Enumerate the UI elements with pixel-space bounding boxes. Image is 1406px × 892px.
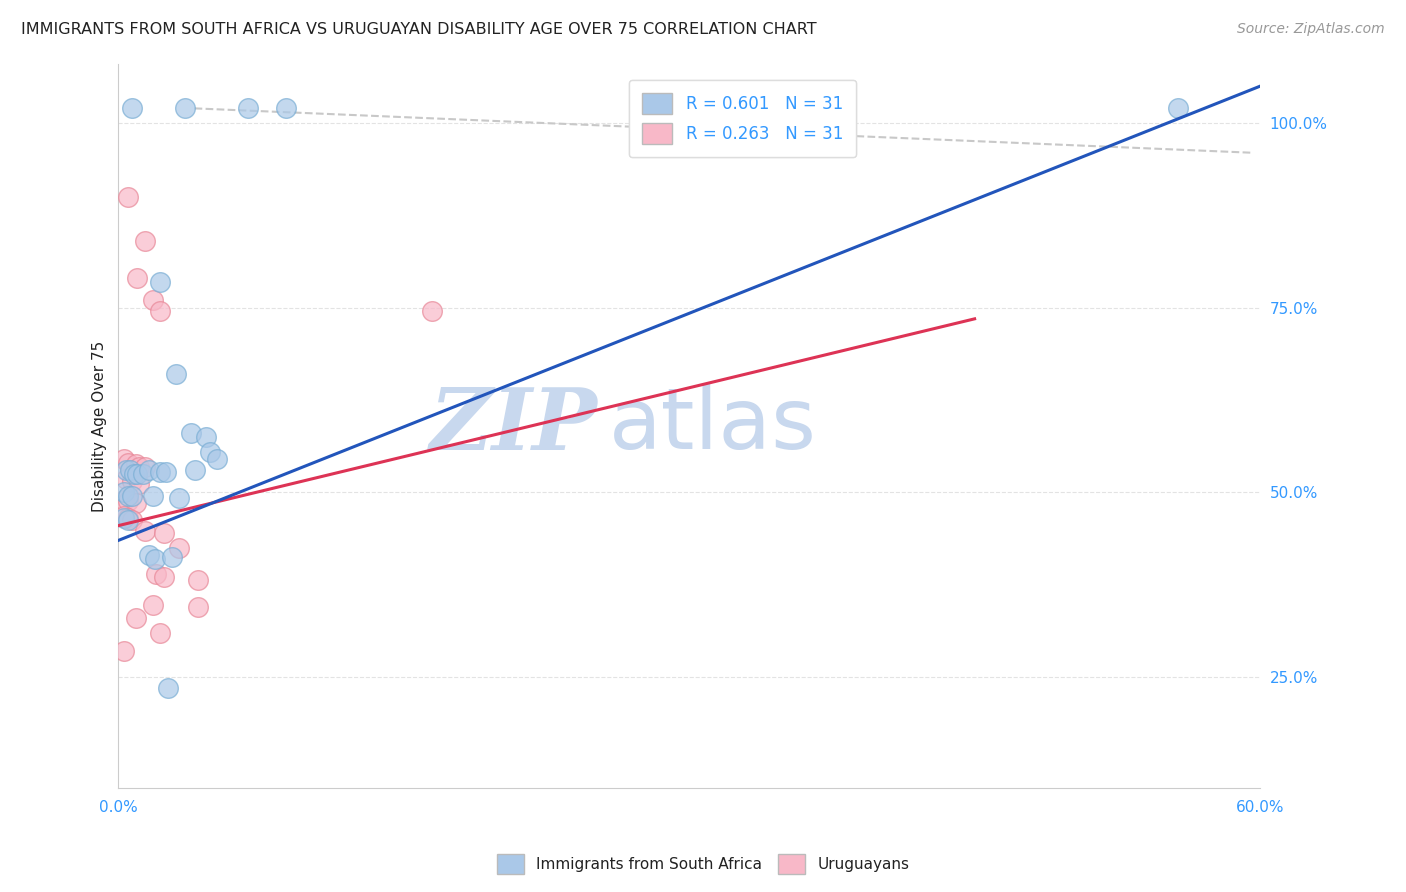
Point <box>138 463 160 477</box>
Point <box>115 463 138 477</box>
Point <box>117 456 139 470</box>
Point <box>160 550 183 565</box>
Text: Source: ZipAtlas.com: Source: ZipAtlas.com <box>1237 22 1385 37</box>
Text: IMMIGRANTS FROM SOUTH AFRICA VS URUGUAYAN DISABILITY AGE OVER 75 CORRELATION CHA: IMMIGRANTS FROM SOUTH AFRICA VS URUGUAYA… <box>21 22 817 37</box>
Point <box>156 681 179 695</box>
Point <box>112 511 135 525</box>
Point <box>149 625 172 640</box>
Point <box>207 452 229 467</box>
Point <box>124 496 146 510</box>
Point <box>112 452 135 467</box>
Point <box>274 101 297 115</box>
Point <box>143 551 166 566</box>
Point <box>121 475 143 489</box>
Point <box>187 599 209 614</box>
Point <box>118 463 141 477</box>
Point <box>117 513 139 527</box>
Point <box>183 463 205 477</box>
Point <box>149 275 172 289</box>
Point <box>153 526 176 541</box>
Point <box>112 492 135 507</box>
Point <box>127 271 149 285</box>
Point <box>138 548 160 562</box>
Y-axis label: Disability Age Over 75: Disability Age Over 75 <box>93 340 107 511</box>
Point <box>117 511 139 525</box>
Point <box>180 426 202 441</box>
Point <box>128 476 150 491</box>
Point <box>132 467 155 481</box>
Point <box>121 489 143 503</box>
Point <box>187 573 209 587</box>
Point <box>112 485 135 500</box>
Point <box>112 508 135 523</box>
Point <box>112 644 135 658</box>
Point <box>194 430 217 444</box>
Point <box>121 513 143 527</box>
Point <box>422 304 444 318</box>
Point <box>142 293 165 308</box>
Point <box>155 465 177 479</box>
Point <box>134 524 156 538</box>
Legend: Immigrants from South Africa, Uruguayans: Immigrants from South Africa, Uruguayans <box>491 848 915 880</box>
Point <box>115 472 138 486</box>
Point <box>117 190 139 204</box>
Point <box>149 304 172 318</box>
Point <box>165 368 187 382</box>
Point <box>174 101 197 115</box>
Point <box>1167 101 1189 115</box>
Point <box>117 489 139 503</box>
Point <box>153 570 176 584</box>
Point <box>169 491 191 506</box>
Point <box>142 598 165 612</box>
Point <box>142 489 165 503</box>
Point <box>128 459 150 474</box>
Point <box>134 459 156 474</box>
Point <box>169 541 191 555</box>
Point <box>121 101 143 115</box>
Point <box>145 566 167 581</box>
Point <box>149 465 172 479</box>
Point <box>198 444 221 458</box>
Text: atlas: atlas <box>609 384 817 467</box>
Point <box>134 235 156 249</box>
Point <box>122 467 145 481</box>
Point <box>124 458 146 472</box>
Point <box>124 611 146 625</box>
Point <box>127 467 149 481</box>
Text: ZIP: ZIP <box>430 384 598 467</box>
Legend: R = 0.601   N = 31, R = 0.263   N = 31: R = 0.601 N = 31, R = 0.263 N = 31 <box>628 79 856 158</box>
Point <box>236 101 259 115</box>
Point <box>117 494 139 508</box>
